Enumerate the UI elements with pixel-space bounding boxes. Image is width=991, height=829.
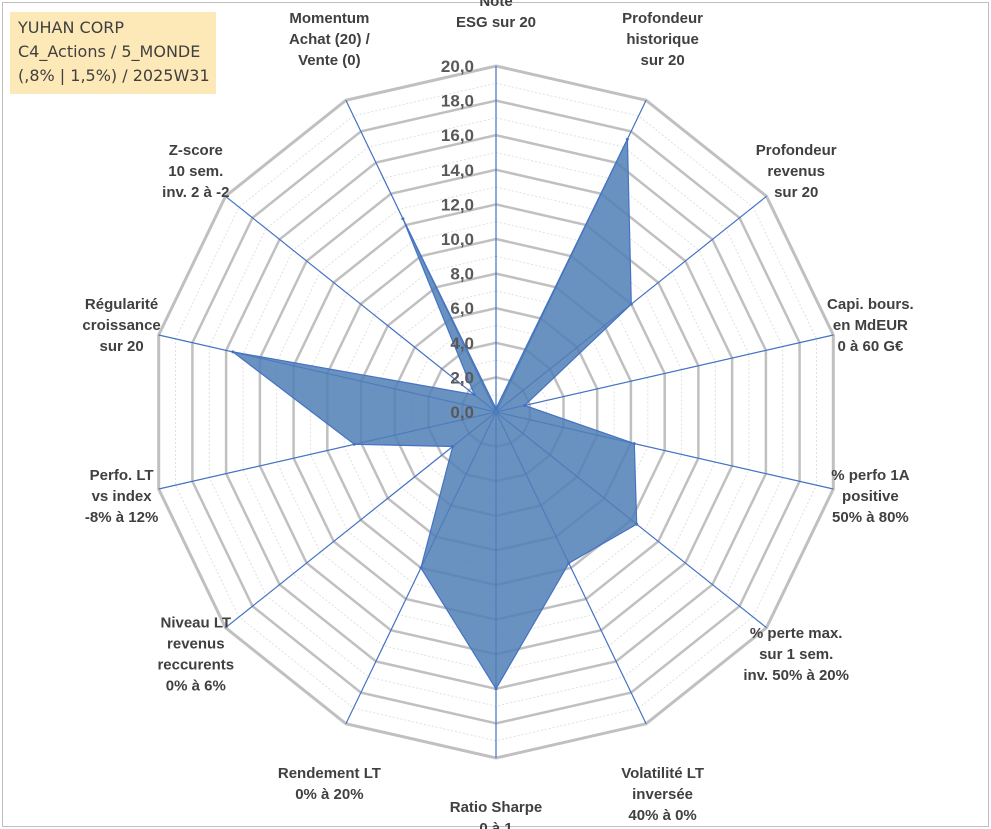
radar-spoke <box>225 411 497 629</box>
axis-label-line: Volatilité LT <box>621 765 704 782</box>
radar-data-point <box>625 137 629 141</box>
axis-label-line: Niveau LT <box>161 614 232 631</box>
tick-label: 10,0 <box>441 230 474 249</box>
radar-data-point <box>231 350 235 354</box>
axis-label-line: sur 20 <box>640 52 684 69</box>
axis-label-line: sur 1 sem. <box>759 646 833 663</box>
axis-label-line: revenus <box>167 635 225 652</box>
axis-label-line: Régularité <box>85 296 158 313</box>
tick-label: 20,0 <box>441 57 474 76</box>
title-line-company: YUHAN CORP <box>18 18 125 37</box>
radar-series <box>231 137 639 691</box>
axis-label-line: Rendement LT <box>278 765 381 782</box>
axis-label: Z-score 10 sem. inv. 2 à -2 <box>162 142 229 201</box>
radar-data-point <box>352 442 356 446</box>
grid-ring-minor <box>175 82 817 742</box>
axis-label-line: 50% à 80% <box>832 509 909 526</box>
axis-label-line: croissance <box>82 317 160 334</box>
axis-label: Régularité croissance sur 20 <box>82 296 160 355</box>
chart-title-box: YUHAN CORP C4_Actions / 5_MONDE (,8% | 1… <box>10 12 216 94</box>
axis-label-line: historique <box>626 31 699 48</box>
axis-label-line: sur 20 <box>99 338 143 355</box>
axis-label: Capi. bours. en MdEUR 0 à 60 G€ <box>827 296 914 355</box>
radar-data-point <box>629 302 633 306</box>
axis-label: Profondeur historique sur 20 <box>622 10 703 69</box>
axis-label: Niveau LT revenus reccurents 0% à 6% <box>157 614 234 694</box>
axis-label-line: Profondeur <box>756 142 837 159</box>
axis-label-line: Note <box>479 0 512 10</box>
radar-data-point <box>401 217 405 221</box>
axis-label: Momentum Achat (20) / Vente (0) <box>289 10 371 69</box>
axis-label: Ratio Sharpe 0 à 1 <box>450 799 543 829</box>
axis-label-line: inv. 2 à -2 <box>162 184 229 201</box>
axis-label-line: -8% à 12% <box>85 509 158 526</box>
tick-label: 8,0 <box>450 265 474 284</box>
tick-label: 2,0 <box>450 368 474 387</box>
radar-spoke <box>225 195 497 413</box>
radar-data-point <box>419 566 423 570</box>
radar-tick-labels: 0,0 2,0 4,0 6,0 8,0 10,0 12,0 14,0 16,0 18,0 20,0 <box>441 57 474 422</box>
axis-label-line: inv. 50% à 20% <box>743 667 849 684</box>
axis-label-line: % perfo 1A <box>831 467 910 484</box>
axis-label-line: ESG sur 20 <box>456 14 536 31</box>
axis-label: Profondeur revenus sur 20 <box>756 142 837 201</box>
axis-label-line: reccurents <box>157 656 234 673</box>
radar-spoke <box>495 334 834 413</box>
axis-label: Perfo. LT vs index -8% à 12% <box>85 467 158 526</box>
axis-label-line: inversée <box>632 786 693 803</box>
radar-axis-labels: Note ESG sur 20 Profondeur historique sur 20… <box>82 0 913 829</box>
axis-label-line: Capi. bours. <box>827 296 914 313</box>
axis-label-line: en MdEUR <box>833 317 908 334</box>
radar-data-point <box>635 522 639 526</box>
tick-label: 4,0 <box>450 334 474 353</box>
axis-label-line: Perfo. LT <box>90 467 154 484</box>
tick-label: 14,0 <box>441 161 474 180</box>
axis-label-line: Ratio Sharpe <box>450 799 543 816</box>
tick-label: 16,0 <box>441 126 474 145</box>
radar-data-point <box>494 687 498 691</box>
axis-label-line: Vente (0) <box>298 52 361 69</box>
axis-label: % perfo 1A positive 50% à 80% <box>831 467 910 526</box>
tick-label: 6,0 <box>450 299 474 318</box>
axis-label-line: 40% à 0% <box>628 807 696 824</box>
axis-label-line: 0% à 20% <box>295 786 363 803</box>
axis-label-line: Achat (20) / <box>289 31 371 48</box>
axis-label-line: Profondeur <box>622 10 703 27</box>
tick-label: 12,0 <box>441 195 474 214</box>
axis-label-line: Momentum <box>289 10 369 27</box>
axis-label-line: 0 à 1 <box>479 820 512 829</box>
radar-data-point <box>523 404 527 407</box>
radar-data-point <box>494 407 498 410</box>
axis-label-line: 10 sem. <box>168 163 223 180</box>
radar-data-point <box>472 393 476 397</box>
tick-label: 0,0 <box>450 403 474 422</box>
radar-data-point <box>632 442 636 446</box>
axis-label: % perte max. sur 1 sem. inv. 50% à 20% <box>743 625 849 684</box>
radar-data-point <box>451 445 455 448</box>
axis-label: Rendement LT 0% à 20% <box>278 765 381 803</box>
axis-label: Note ESG sur 20 <box>456 0 536 31</box>
title-line-category: C4_Actions / 5_MONDE <box>18 42 201 61</box>
axis-label-line: % perte max. <box>750 625 843 642</box>
tick-label: 18,0 <box>441 92 474 111</box>
axis-label-line: positive <box>842 488 899 505</box>
axis-label-line: revenus <box>767 163 825 180</box>
axis-label-line: vs index <box>92 488 153 505</box>
axis-label-line: 0 à 60 G€ <box>837 338 904 355</box>
axis-label-line: 0% à 6% <box>166 677 226 694</box>
radar-data-point <box>567 561 571 565</box>
axis-label-line: sur 20 <box>774 184 818 201</box>
axis-label: Volatilité LT inversée 40% à 0% <box>621 765 704 824</box>
title-line-params: (,8% | 1,5%) / 2025W31 <box>18 66 210 85</box>
axis-label-line: Z-score <box>169 142 223 159</box>
